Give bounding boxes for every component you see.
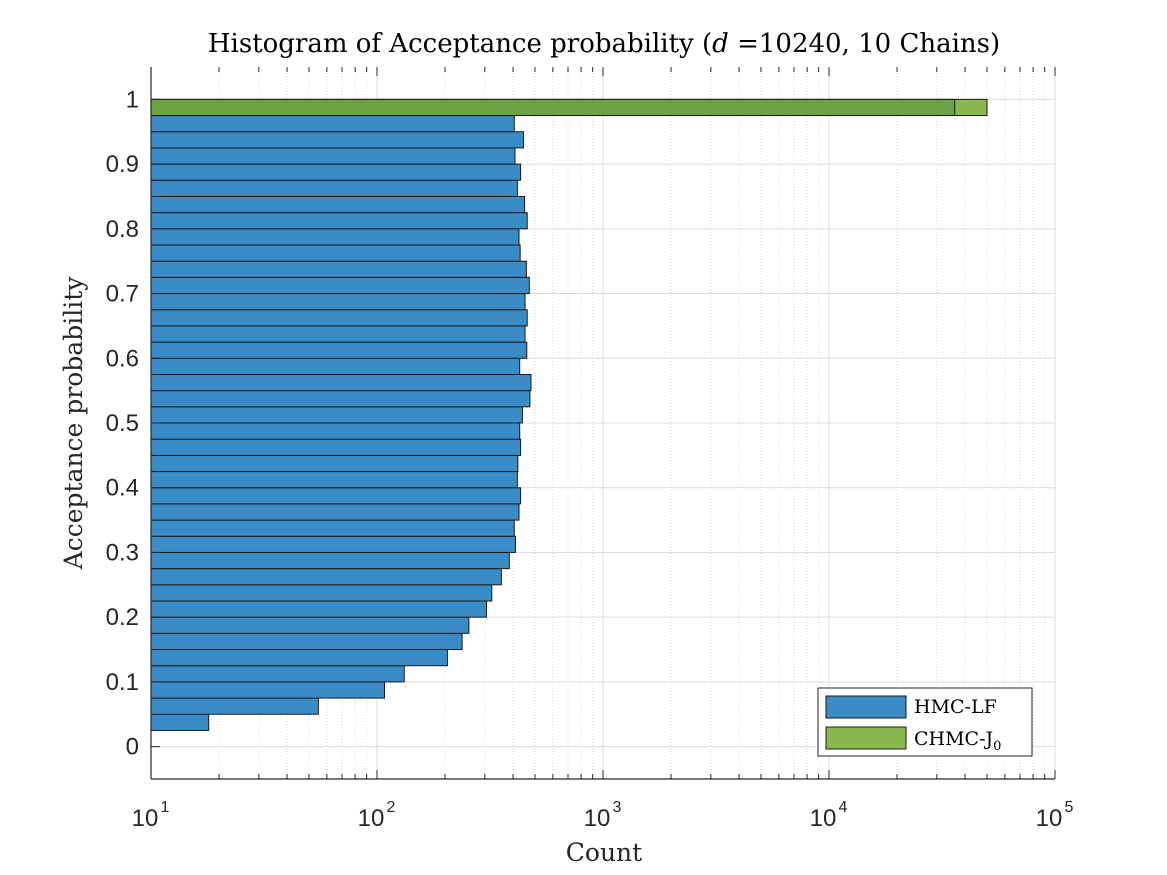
y-tick-label: 0.8 (106, 216, 139, 243)
y-tick-label: 0.5 (106, 410, 139, 437)
histogram-bar-hmc-lf (150, 697, 319, 715)
histogram-bar-overlap (150, 98, 956, 117)
histogram-bar-hmc-lf (150, 309, 528, 327)
histogram-bar-hmc-lf (150, 179, 518, 197)
histogram-bar-hmc-lf (150, 616, 470, 634)
y-tick-label: 0.2 (106, 604, 139, 631)
y-tick-label: 0 (126, 734, 139, 761)
x-tick-label: 10 (584, 805, 611, 832)
histogram-bar-hmc-lf (150, 260, 527, 278)
x-tick-label: 10 (358, 805, 385, 832)
y-tick-label: 0.6 (106, 345, 139, 372)
y-tick-label: 0.3 (106, 539, 139, 566)
histogram-bar-hmc-lf (150, 584, 493, 602)
y-tick-label: 0.9 (106, 151, 139, 178)
chart-title: Histogram of Acceptance probability (d =… (208, 29, 1000, 59)
histogram-bar-hmc-lf (150, 632, 463, 651)
legend-swatch-hmc-lf (825, 695, 907, 719)
histogram-bar-hmc-lf (150, 341, 528, 359)
y-tick-label: 0.4 (106, 475, 139, 502)
x-tick-label-exponent: 3 (613, 799, 622, 816)
histogram-bar-hmc-lf (150, 519, 515, 537)
x-tick-label-exponent: 1 (161, 799, 170, 816)
histogram-bar-hmc-lf (150, 244, 521, 262)
x-axis-label: Count (566, 838, 642, 867)
histogram-bar-hmc-lf (150, 535, 516, 553)
histogram-bar-hmc-lf (150, 649, 448, 667)
histogram-bar-hmc-lf (150, 357, 521, 375)
x-tick-label-exponent: 4 (839, 799, 848, 816)
histogram-bar-hmc-lf (150, 665, 405, 683)
histogram-bar-hmc-lf (150, 551, 510, 570)
legend: HMC-LF CHMC-J0 (817, 687, 1033, 757)
histogram-bar-hmc-lf (150, 503, 520, 521)
legend-label-hmc-lf: HMC-LF (914, 696, 997, 718)
y-axis-label: Acceptance probability (59, 276, 88, 571)
histogram-bar-hmc-lf (150, 681, 386, 699)
axes (150, 67, 1056, 780)
histogram-bar-hmc-lf (150, 228, 520, 246)
histogram-bar-hmc-lf (150, 276, 530, 295)
histogram-bar-hmc-lf (150, 147, 516, 165)
legend-label-chmc-j0: CHMC-J0 (914, 728, 1001, 754)
histogram-bar-hmc-lf (150, 325, 526, 343)
histogram-bar-hmc-lf (150, 195, 526, 214)
x-tick-label: 10 (810, 805, 837, 832)
histogram-bar-hmc-lf (150, 422, 521, 440)
histogram-bar-hmc-lf (150, 438, 522, 456)
histogram-bar-hmc-lf (150, 487, 522, 505)
histogram-bar-hmc-lf (150, 713, 210, 731)
histogram-bar-hmc-lf (150, 406, 523, 424)
x-tick-label-exponent: 5 (1065, 799, 1074, 816)
histogram-bar-hmc-lf (150, 471, 518, 489)
histogram-bar-hmc-lf (150, 600, 487, 618)
histogram-bar-hmc-lf (150, 212, 528, 230)
histogram-bar-hmc-lf (150, 131, 525, 149)
legend-swatch-chmc-j0 (825, 726, 907, 750)
histogram-bar-hmc-lf (150, 454, 519, 473)
x-tick-label: 10 (1036, 805, 1063, 832)
histogram-bar-hmc-lf (150, 115, 515, 133)
y-tick-label: 0.7 (106, 281, 139, 308)
y-tick-label: 0.1 (106, 669, 139, 696)
y-tick-label: 1 (126, 86, 139, 113)
histogram-bar-hmc-lf (150, 163, 522, 181)
histogram-bar-hmc-lf (150, 373, 532, 392)
x-tick-label: 10 (132, 805, 159, 832)
x-tick-label-exponent: 2 (387, 799, 396, 816)
histogram-bar-hmc-lf (150, 293, 526, 311)
histogram-bar-hmc-lf (150, 390, 531, 408)
histogram-bar-hmc-lf (150, 568, 502, 586)
